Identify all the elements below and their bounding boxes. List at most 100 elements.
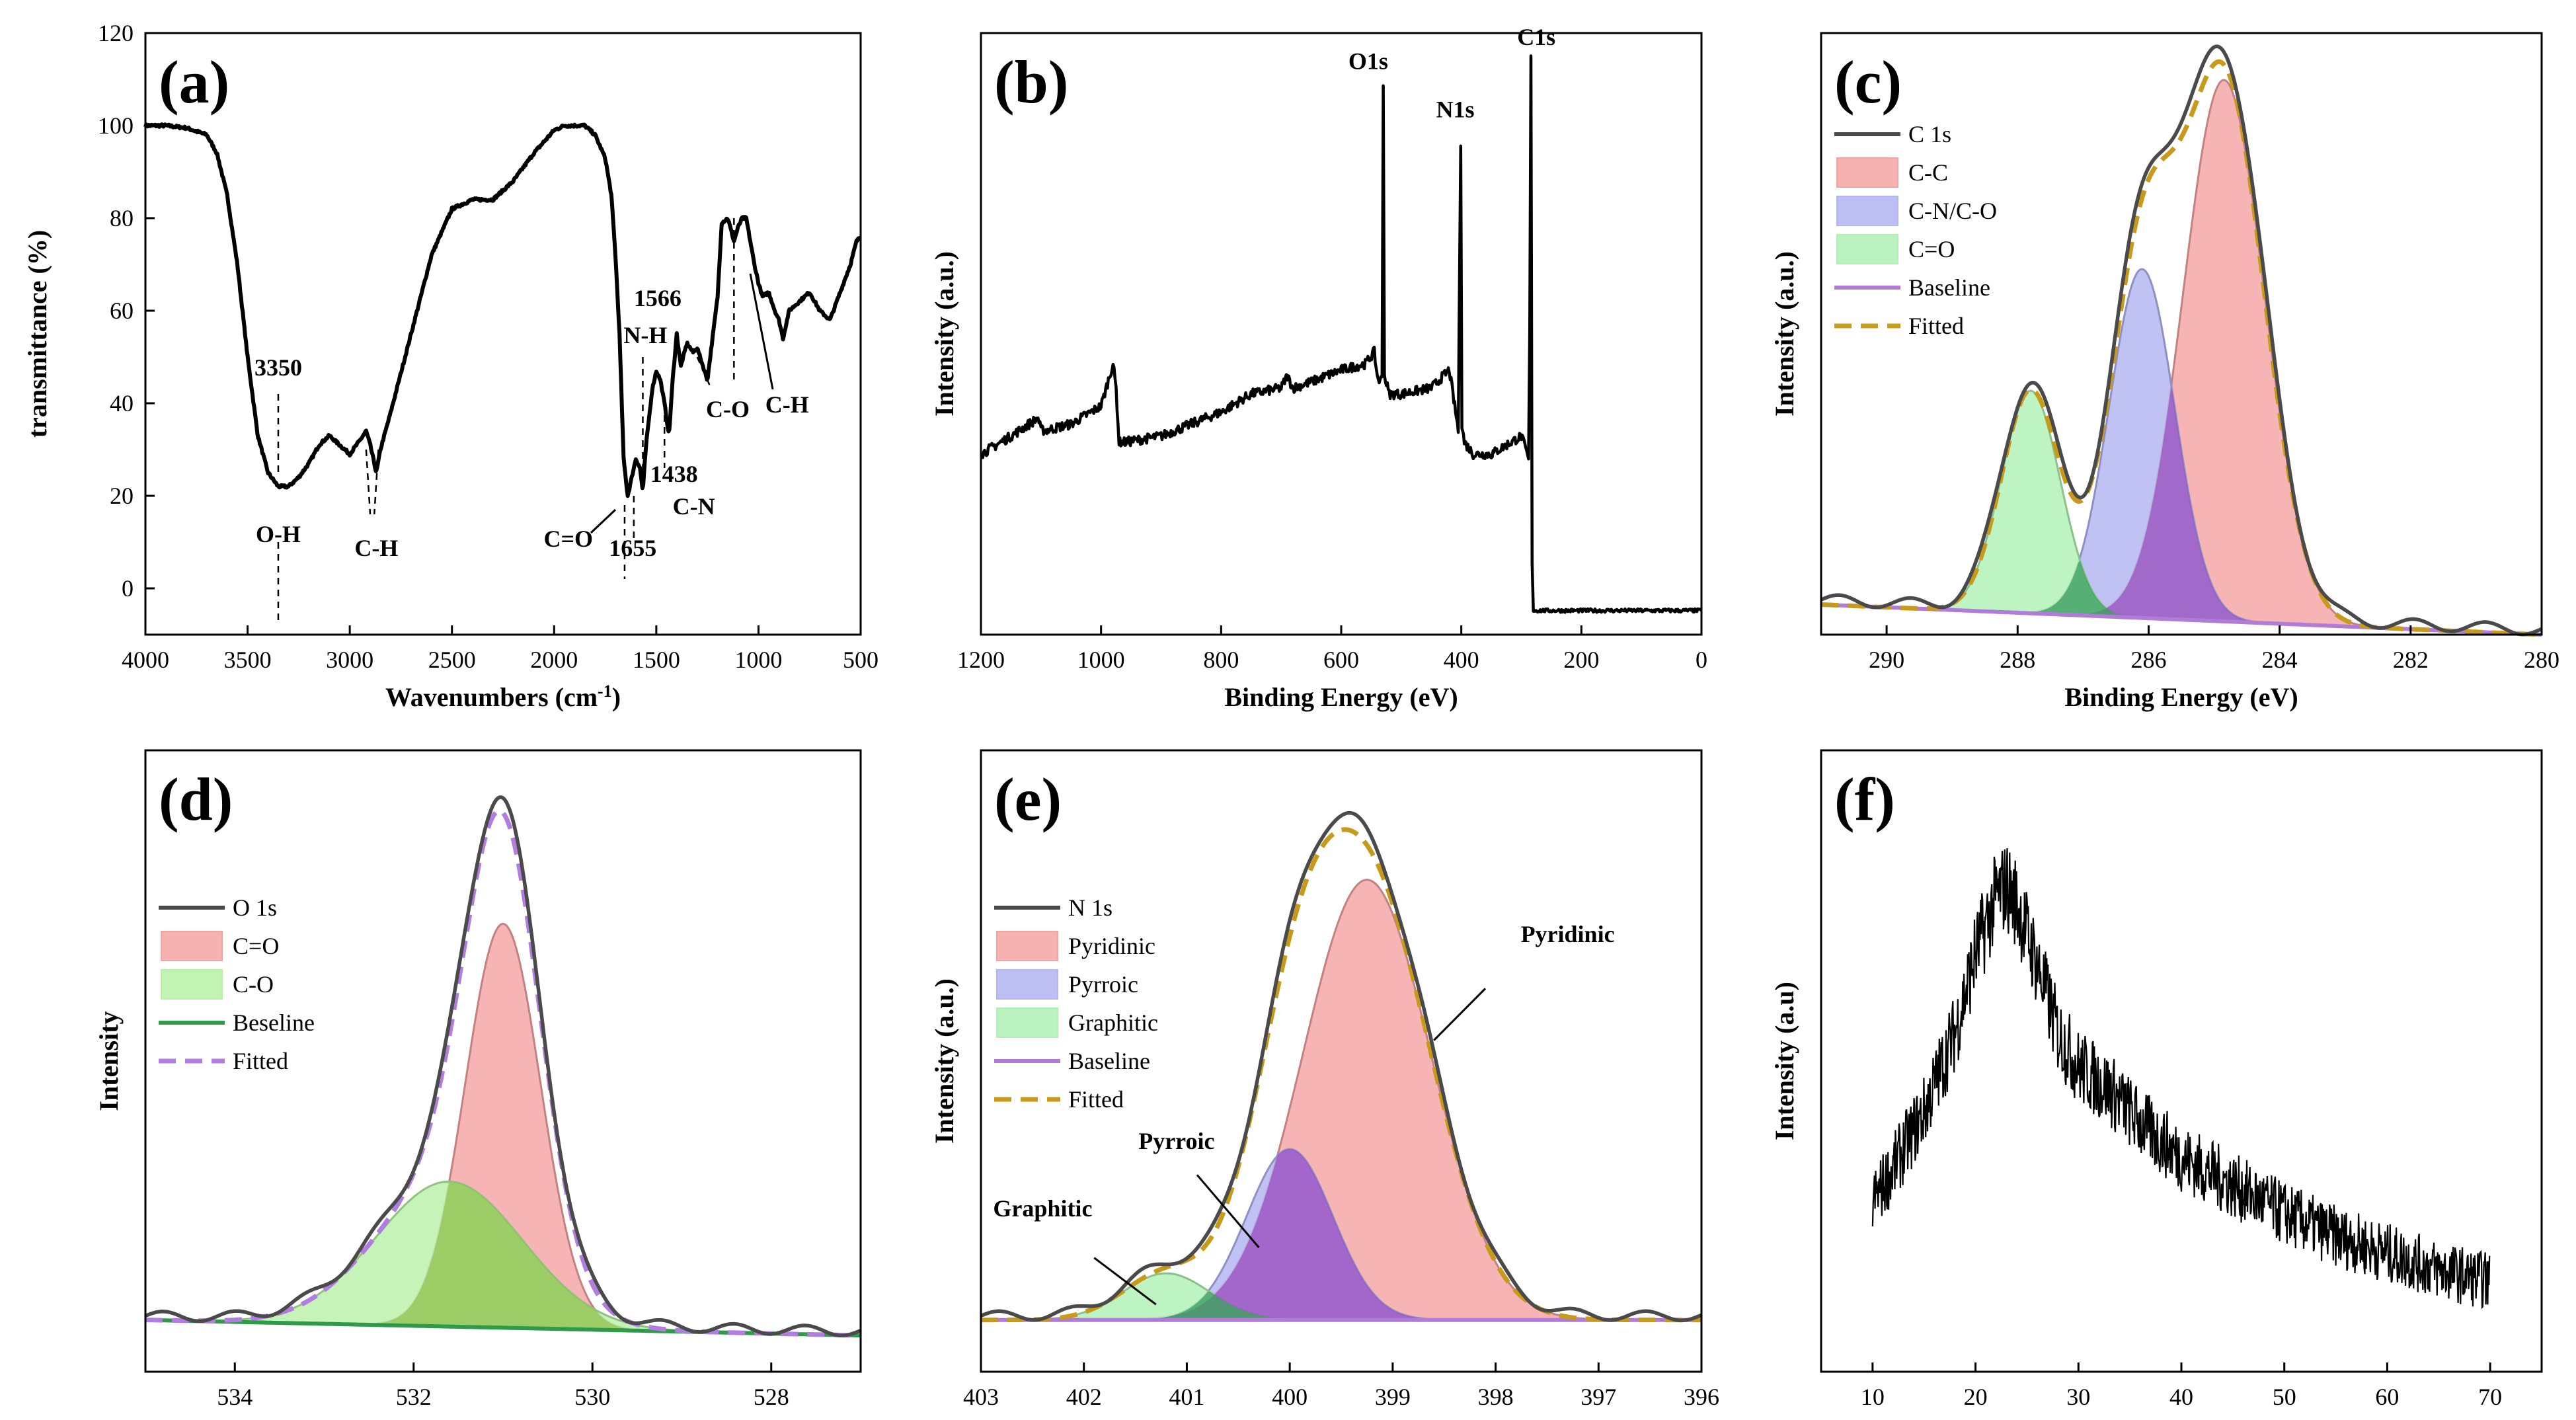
ch-marker-line [373,449,379,515]
plot-frame [144,749,862,1373]
legend-swatch-box [161,969,223,1000]
x-axis-label-end: ) [612,682,621,712]
plot-frame [1820,749,2543,1373]
y-tick-label: 0 [122,575,134,602]
pyrroic-arrow [1196,1174,1260,1248]
x-tick-label: 1500 [633,647,680,673]
annotation: C-N [673,493,715,520]
x-tick-label: 500 [843,647,878,673]
x-tick-label: 532 [396,1384,432,1410]
legend-label: Pyrroic [1068,971,1138,998]
co-arrow [590,508,617,534]
panel-label: (b) [994,48,1068,116]
x-tick-label: 4000 [122,647,169,673]
peak-overlap-area [981,1149,1701,1320]
annotation: C-O [706,396,750,422]
raw-data-line [145,795,861,1338]
legend-label: C 1s [1908,121,1951,147]
annotation: C1s [1517,24,1555,50]
chart-panel-d: 534532530528Binding Energy (eV)Intensity… [94,749,862,1420]
x-tick-label: 40 [2169,1384,2193,1410]
ch-arrow [749,273,774,390]
y-tick-label: 40 [110,390,134,416]
legend-label: C-N/C-O [1908,198,1997,224]
x-tick-label: 400 [1444,647,1479,673]
y-tick-label: 20 [110,483,134,509]
x-tick-label: 30 [2066,1384,2090,1410]
legend-swatch-box [1836,196,1898,226]
annotation: 3350 [254,354,302,381]
x-tick-label: 50 [2273,1384,2296,1410]
x-axis-label: Binding Energy (eV) [2064,682,2298,712]
peak-overlap-area [1821,387,2542,635]
x-tick-label: 399 [1375,1384,1411,1410]
legend-label: Baseline [1908,274,1990,301]
x-tick-label: 400 [1272,1384,1308,1410]
chart-panel-f: 102030405060702 theta (Degree)Intensity … [1770,749,2543,1420]
y-tick-label: 60 [110,297,134,324]
plot-frame [144,32,862,636]
x-tick-label: 200 [1563,647,1599,673]
x-tick-label: 60 [2375,1384,2399,1410]
panel-label: (d) [159,766,233,833]
panel-label: (a) [159,48,229,116]
legend-label: Baseline [1068,1048,1150,1074]
c-o-marker-line [696,356,713,390]
annotation: O1s [1348,48,1388,75]
legend-label: O 1s [233,894,277,921]
annotation: Pyrroic [1138,1128,1214,1154]
annotation: N1s [1436,96,1475,122]
chart-panel-e: 403402401400399398397396Binding Energy (… [929,749,1719,1420]
annotation: N-H [623,322,667,348]
legend-label: N 1s [1068,894,1112,921]
x-axis-label: Wavenumbers (cm-1) [385,682,621,713]
pyridinic-arrow [1433,988,1487,1041]
survey-line [980,54,1703,614]
panel-label: (e) [994,766,1062,833]
y-axis-label: Intensity (a.u.) [929,251,959,416]
legend-label: Graphitic [1068,1009,1158,1036]
x-tick-label: 2000 [530,647,578,673]
x-tick-label: 534 [217,1384,253,1410]
peak-area [1821,391,2542,635]
legend-swatch-box [996,969,1058,1000]
raw-data-line [1820,44,2543,637]
ch-marker-line [365,449,371,515]
x-tick-label: 403 [963,1384,999,1410]
y-axis-label: Intensity (a.u) [1770,982,1799,1140]
x-tick-label: 800 [1203,647,1239,673]
legend-label: C-O [233,971,274,998]
x-tick-label: 3000 [326,647,373,673]
peak-area [145,924,861,1336]
annotation: Graphitic [993,1195,1092,1222]
x-tick-label: 10 [1861,1384,1885,1410]
annotation: C-H [354,535,398,561]
x-tick-label: 70 [2478,1384,2502,1410]
x-tick-label: 401 [1169,1384,1204,1410]
x-tick-label: 530 [574,1384,610,1410]
peak-area [1821,80,2542,635]
ftir-line [143,122,862,498]
legend-swatch-box [996,1007,1058,1038]
x-tick-label: 3500 [224,647,272,673]
x-tick-label: 0 [1696,647,1707,673]
raw-data-line [980,810,1703,1323]
legend-label: C-C [1908,159,1948,186]
chart-panel-b: 1200 1000 800 600 400 200 0 Binding Energy (eV)… [929,24,1707,712]
x-tick-label: 396 [1684,1384,1719,1410]
plot-frame [980,749,1703,1373]
chart-panel-a: 4000 3500 3000 2500 2000 1500 1000 500 0 20 40 60 80… [22,20,878,712]
y-axis-label: Intensity (a.u.) [929,978,959,1144]
legend-label: C=O [1908,236,1955,262]
x-axis-label-sup: -1 [598,682,612,701]
y-tick-label: 100 [98,112,134,139]
annotation: 1438 [650,461,698,487]
legend-label: C=O [233,933,279,959]
graphitic-arrow [1093,1257,1157,1306]
x-tick-label: 1000 [1077,647,1125,673]
x-tick-label: 1000 [734,647,782,673]
legend-label: Fitted [1908,313,1964,339]
x-tick-label: 282 [2393,647,2429,673]
peak-area [981,1273,1701,1320]
